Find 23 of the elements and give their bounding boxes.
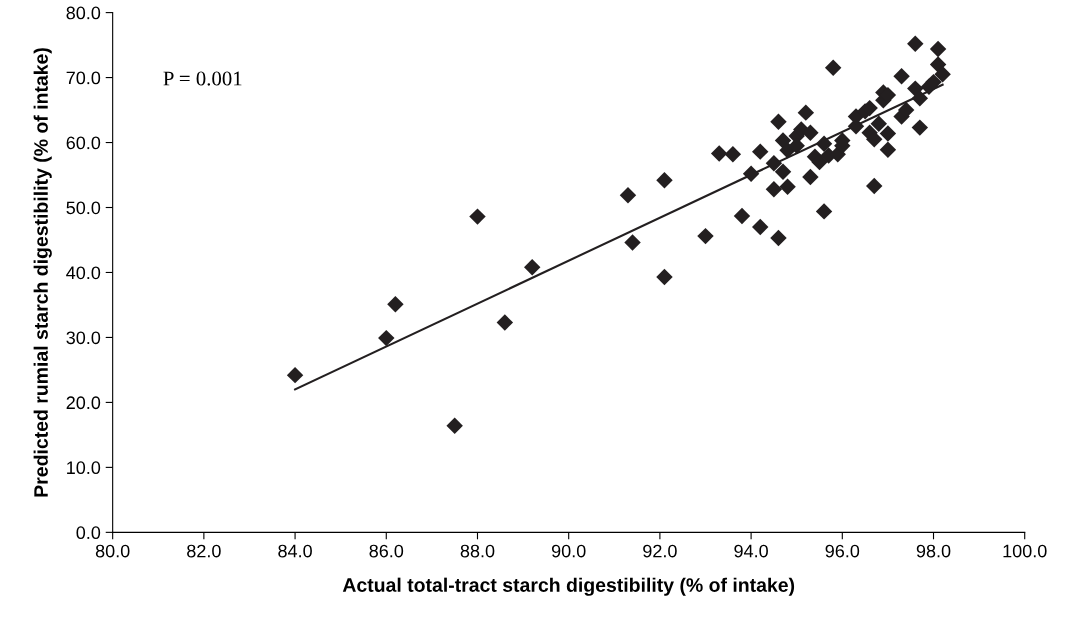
y-tick-label: 70.0 (66, 71, 101, 85)
x-tick-label: 90.0 (551, 544, 586, 558)
y-tick-label: 30.0 (66, 331, 101, 345)
y-tick-label: 60.0 (66, 136, 101, 150)
annotation: P = 0.001 (163, 71, 242, 86)
x-axis-title: Actual total-tract starch digestibility (% of intake) (342, 577, 795, 596)
x-tick-label: 84.0 (278, 544, 312, 558)
x-tick-label: 100.0 (1003, 544, 1047, 558)
x-tick-label: 86.0 (369, 544, 404, 558)
x-tick-label: 94.0 (734, 544, 768, 558)
y-tick-label: 50.0 (66, 201, 101, 215)
y-tick-label: 0.0 (76, 526, 101, 540)
x-tick-label: 98.0 (916, 544, 951, 558)
x-tick-label: 92.0 (643, 544, 677, 558)
y-tick-label: 20.0 (66, 396, 101, 410)
x-tick-label: 82.0 (187, 544, 221, 558)
y-tick-label: 80.0 (66, 6, 101, 20)
x-tick-label: 80.0 (95, 544, 130, 558)
y-tick-label: 40.0 (66, 266, 101, 280)
y-axis-title: Predicted rumial starch digestibility (% of intake) (33, 48, 52, 497)
x-tick-label: 88.0 (460, 544, 495, 558)
y-tick-label: 10.0 (67, 461, 101, 475)
x-tick-label: 96.0 (825, 544, 860, 558)
